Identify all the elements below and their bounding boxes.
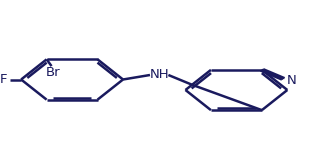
Text: F: F — [0, 73, 7, 86]
Text: N: N — [286, 74, 296, 87]
Text: NH: NH — [149, 69, 169, 81]
Text: Br: Br — [46, 66, 61, 79]
